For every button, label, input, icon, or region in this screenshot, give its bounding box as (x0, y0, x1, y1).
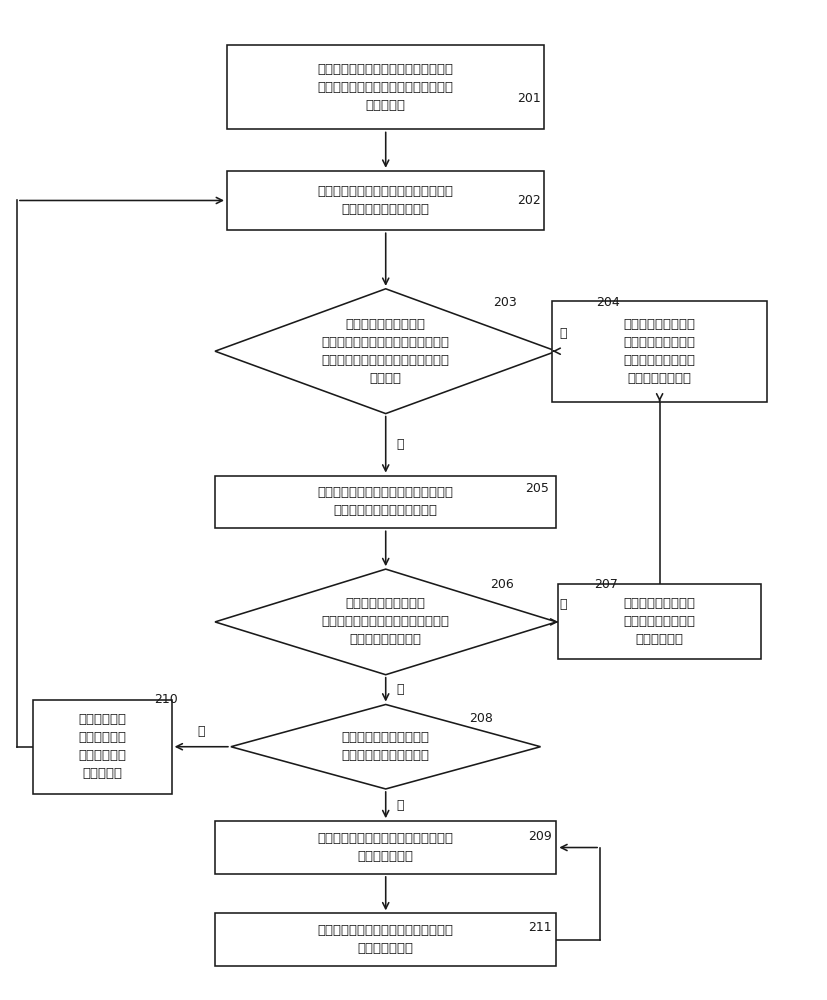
Text: 确定所有分布差异大于等于对应的分布
差异阈值的特征参数的重要度: 确定所有分布差异大于等于对应的分布 差异阈值的特征参数的重要度 (318, 486, 454, 517)
FancyBboxPatch shape (33, 700, 172, 794)
FancyBboxPatch shape (215, 476, 557, 528)
Text: 利用所述目标域数据集中的数据训练得
到当前监测模型: 利用所述目标域数据集中的数据训练得 到当前监测模型 (318, 832, 454, 863)
Text: 否: 否 (396, 683, 404, 696)
Polygon shape (231, 704, 541, 789)
Polygon shape (215, 289, 557, 414)
FancyBboxPatch shape (227, 45, 544, 129)
Text: 计算所述目标域数据集与源域数据集之
间各特征参数的分布差异: 计算所述目标域数据集与源域数据集之 间各特征参数的分布差异 (318, 185, 454, 216)
Text: 判断所述目标域数据集的
数据量是否达到设定要求: 判断所述目标域数据集的 数据量是否达到设定要求 (342, 731, 430, 762)
Text: 204: 204 (596, 296, 620, 309)
FancyBboxPatch shape (215, 821, 557, 874)
Text: 否: 否 (396, 438, 404, 451)
FancyBboxPatch shape (227, 171, 544, 230)
FancyBboxPatch shape (558, 584, 761, 659)
Text: 202: 202 (517, 194, 541, 207)
Text: 利用所述目标域数据集中的数据训练得
到当前监测模型: 利用所述目标域数据集中的数据训练得 到当前监测模型 (318, 924, 454, 955)
Text: 209: 209 (528, 829, 552, 842)
Text: 是: 是 (559, 598, 566, 611)
Text: 从所述目标域数据集
与源域数据集中删除
所述特征参数: 从所述目标域数据集 与源域数据集中删除 所述特征参数 (624, 597, 696, 646)
Text: 207: 207 (594, 578, 618, 591)
Text: 判断所有分布差异大于
等于对应的分布差异阈值的特征参数
的重要度是否均为低: 判断所有分布差异大于 等于对应的分布差异阈值的特征参数 的重要度是否均为低 (322, 597, 450, 646)
Text: 210: 210 (154, 693, 178, 706)
Text: 是: 是 (396, 799, 404, 812)
Text: 在机加工系统参数发生变化后，实时采
集少量当前数据并将采集的数据存入目
标域数据集: 在机加工系统参数发生变化后，实时采 集少量当前数据并将采集的数据存入目 标域数据… (318, 63, 454, 112)
Text: 208: 208 (469, 712, 493, 725)
Polygon shape (215, 569, 557, 675)
Text: 203: 203 (493, 296, 517, 309)
Text: 201: 201 (517, 92, 541, 105)
Text: 判断所述目标域数据集
与源域数据集之间各特征参数的分布
差异是否均小于所述特征参数的分布
差异阈值: 判断所述目标域数据集 与源域数据集之间各特征参数的分布 差异是否均小于所述特征参… (322, 318, 450, 385)
Text: 通过迁移学习得到目
标域迁移模型，并将
所述目标域迁移模型
作为当前监测模型: 通过迁移学习得到目 标域迁移模型，并将 所述目标域迁移模型 作为当前监测模型 (624, 318, 696, 385)
Text: 211: 211 (528, 921, 552, 934)
FancyBboxPatch shape (552, 301, 767, 402)
Text: 是: 是 (559, 327, 566, 340)
Text: 否: 否 (198, 725, 205, 738)
Text: 205: 205 (524, 482, 548, 495)
Text: 继续采集当前
数据并将采集
的数据存入目
标域数据集: 继续采集当前 数据并将采集 的数据存入目 标域数据集 (79, 713, 127, 780)
FancyBboxPatch shape (215, 913, 557, 966)
Text: 206: 206 (490, 578, 514, 591)
